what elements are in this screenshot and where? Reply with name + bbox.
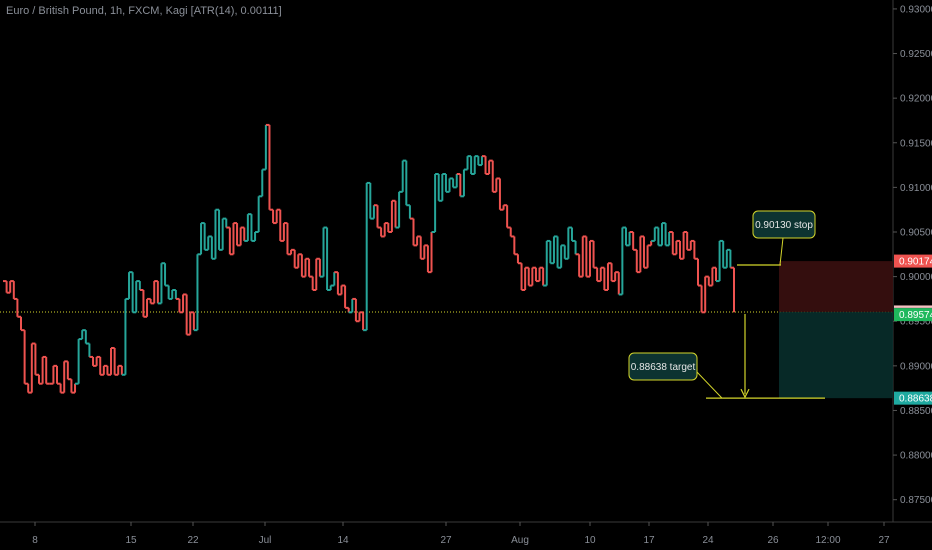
stop-callout-label: 0.90130 stop (755, 220, 813, 231)
x-tick-label: 17 (643, 535, 655, 546)
x-tick-label: 15 (125, 535, 137, 546)
y-tick-label: 0.87500 (900, 495, 932, 506)
x-tick-label: 10 (584, 535, 596, 546)
chart-title: Euro / British Pound, 1h, FXCM, Kagi [AT… (6, 5, 282, 17)
projection-annotations: 0.90130 stop 0.88638 target (628, 210, 825, 399)
x-tick-label: 27 (878, 535, 890, 546)
price-badge (894, 391, 932, 405)
target-callout-leader (695, 370, 723, 399)
x-tick-label: 26 (767, 535, 779, 546)
target-callout-box (628, 352, 698, 381)
x-tick-label: 27 (440, 535, 452, 546)
risk-reward-zones (779, 261, 893, 399)
x-tick-label: 12:00 (815, 535, 840, 546)
x-tick-label: Jul (259, 535, 272, 546)
target-zone (779, 311, 893, 399)
projection-arrow-head (740, 388, 750, 399)
price-badge-label: 0.90174 (899, 257, 932, 268)
x-tick-label: 24 (702, 535, 714, 546)
price-badge (894, 254, 932, 268)
price-badge (894, 308, 932, 322)
stop-callout-box (752, 210, 816, 239)
price-badge-label: 0.88638 (899, 394, 932, 405)
stop-zone (779, 261, 893, 312)
target-callout-label: 0.88638 target (631, 362, 696, 373)
stop-callout-leader (779, 237, 784, 266)
kagi-series (3, 123, 735, 394)
x-tick-label: 22 (187, 535, 199, 546)
x-tick-label: Aug (511, 535, 529, 546)
x-tick-label: 8 (32, 535, 38, 546)
price-badge-label: 0.89574 (899, 310, 932, 321)
x-tick-label: 14 (337, 535, 349, 546)
